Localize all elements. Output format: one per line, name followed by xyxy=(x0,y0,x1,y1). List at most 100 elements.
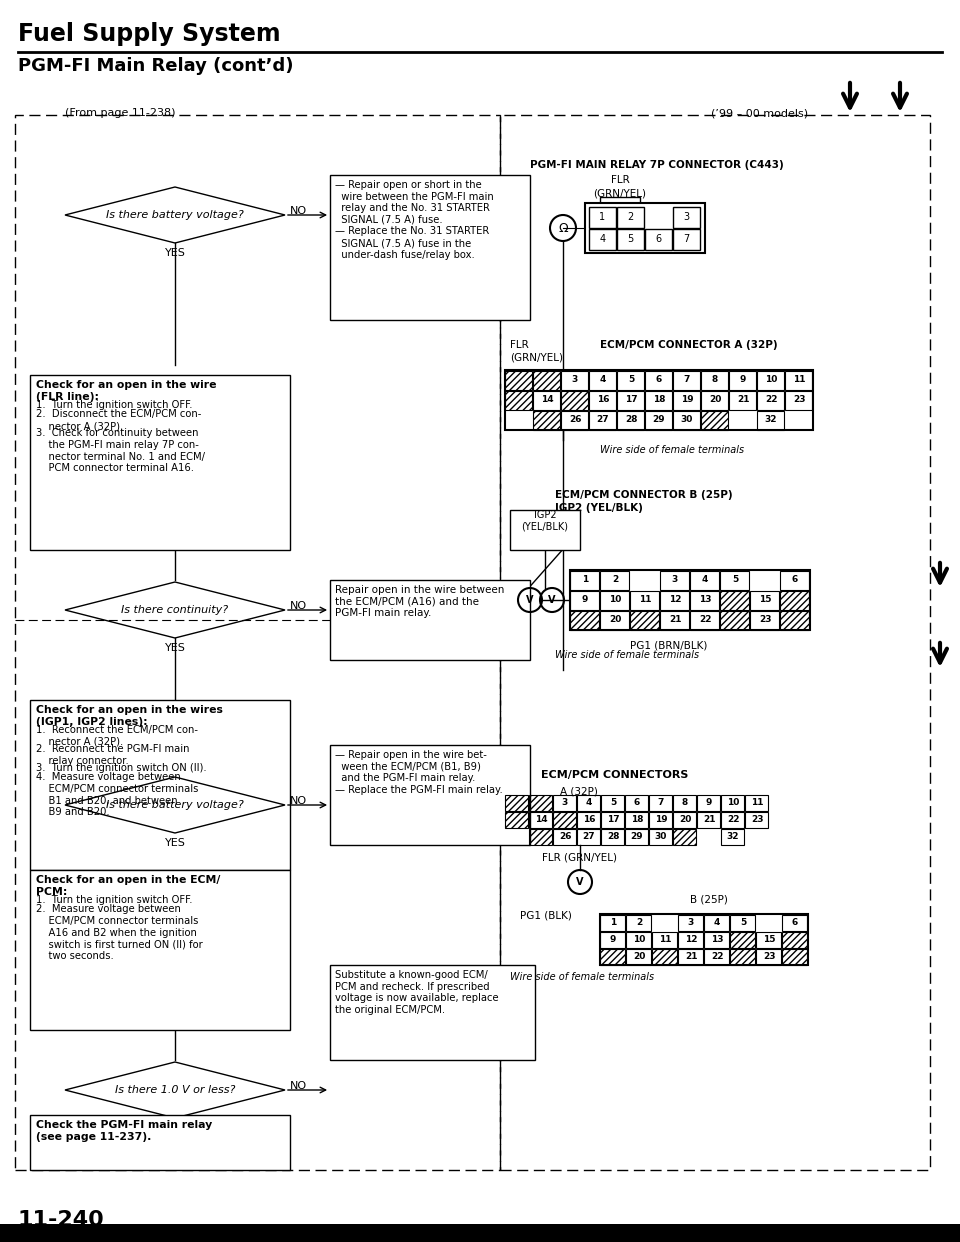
Bar xyxy=(553,795,576,811)
Text: Check for an open in the wire
(FLR line):: Check for an open in the wire (FLR line)… xyxy=(36,380,217,401)
Text: 2.  Measure voltage between
    ECM/PCM connector terminals
    A16 and B2 when : 2. Measure voltage between ECM/PCM conne… xyxy=(36,904,203,961)
Text: 3.  Check for continuity between
    the PGM-FI main relay 7P con-
    nector te: 3. Check for continuity between the PGM-… xyxy=(36,428,205,473)
Text: Check for an open in the ECM/
PCM:: Check for an open in the ECM/ PCM: xyxy=(36,876,221,897)
Bar xyxy=(757,411,784,430)
Bar xyxy=(701,411,728,430)
Bar xyxy=(600,932,625,948)
Text: ECM/PCM CONNECTOR B (25P): ECM/PCM CONNECTOR B (25P) xyxy=(555,491,732,501)
Bar xyxy=(730,949,755,965)
Bar xyxy=(30,700,290,869)
Bar xyxy=(729,391,756,410)
Bar xyxy=(600,915,625,932)
Bar xyxy=(649,795,672,811)
Text: — Repair open or short in the
  wire between the PGM-FI main
  relay and the No.: — Repair open or short in the wire betwe… xyxy=(335,180,493,260)
Bar xyxy=(780,591,809,610)
Text: 27: 27 xyxy=(583,832,595,841)
Bar xyxy=(645,391,672,410)
Text: 22: 22 xyxy=(727,815,739,823)
Bar xyxy=(757,391,784,410)
Bar xyxy=(617,411,644,430)
Text: 12: 12 xyxy=(684,935,697,944)
Text: Is there continuity?: Is there continuity? xyxy=(121,605,228,615)
Bar xyxy=(330,965,535,1059)
Bar xyxy=(729,371,756,390)
Text: Check for an open in the wires
(IGP1, IGP2 lines):: Check for an open in the wires (IGP1, IG… xyxy=(36,705,223,727)
Text: 4: 4 xyxy=(702,575,708,585)
Bar xyxy=(750,611,779,630)
Bar xyxy=(673,795,696,811)
Text: 27: 27 xyxy=(597,416,610,425)
Text: 3: 3 xyxy=(572,375,578,385)
Bar xyxy=(645,411,672,430)
Text: 32: 32 xyxy=(727,832,739,841)
Text: 14: 14 xyxy=(540,395,553,405)
Text: 22: 22 xyxy=(699,616,711,625)
Bar xyxy=(533,411,560,430)
Bar xyxy=(645,371,672,390)
Text: 23: 23 xyxy=(763,953,776,961)
Bar xyxy=(505,391,532,410)
Text: 18: 18 xyxy=(631,815,643,823)
Bar xyxy=(704,915,729,932)
Text: 28: 28 xyxy=(607,832,619,841)
Text: Wire side of female terminals: Wire side of female terminals xyxy=(510,972,654,982)
Bar xyxy=(782,932,807,948)
Bar xyxy=(553,828,576,845)
Text: 30: 30 xyxy=(655,832,667,841)
Bar xyxy=(630,611,659,630)
Text: 21: 21 xyxy=(684,953,697,961)
Text: 2: 2 xyxy=(628,212,634,222)
Text: 16: 16 xyxy=(583,815,595,823)
Text: 4: 4 xyxy=(600,375,606,385)
Text: 13: 13 xyxy=(710,935,723,944)
Bar xyxy=(570,591,599,610)
Text: 2: 2 xyxy=(612,575,618,585)
Bar xyxy=(561,391,588,410)
Bar xyxy=(529,795,552,811)
Bar xyxy=(529,812,552,828)
Text: 10: 10 xyxy=(633,935,645,944)
Text: Repair open in the wire between
the ECM/PCM (A16) and the
PGM-FI main relay.: Repair open in the wire between the ECM/… xyxy=(335,585,504,619)
Text: 20: 20 xyxy=(708,395,721,405)
Bar xyxy=(630,591,659,610)
Text: YES: YES xyxy=(164,643,185,653)
Bar xyxy=(589,411,616,430)
Text: 23: 23 xyxy=(793,395,805,405)
Bar xyxy=(780,611,809,630)
Bar xyxy=(529,828,552,845)
Bar xyxy=(600,914,808,965)
Text: 11-240: 11-240 xyxy=(18,1210,105,1230)
Text: 1: 1 xyxy=(582,575,588,585)
Bar xyxy=(721,795,744,811)
Text: 2: 2 xyxy=(636,918,642,927)
Text: Is there battery voltage?: Is there battery voltage? xyxy=(107,800,244,810)
Text: 4: 4 xyxy=(599,235,606,245)
Bar xyxy=(601,828,624,845)
Text: 22: 22 xyxy=(765,395,778,405)
Text: carmanualsonline.info: carmanualsonline.info xyxy=(700,1235,808,1242)
Bar xyxy=(701,391,728,410)
Text: B (25P): B (25P) xyxy=(690,895,728,905)
Bar xyxy=(626,915,651,932)
Bar xyxy=(533,391,560,410)
Text: Wire side of female terminals: Wire side of female terminals xyxy=(555,650,699,660)
Text: NO: NO xyxy=(290,1081,307,1090)
Bar xyxy=(505,370,813,430)
Text: Is there battery voltage?: Is there battery voltage? xyxy=(107,210,244,220)
Text: V: V xyxy=(526,595,534,605)
Text: 29: 29 xyxy=(653,416,665,425)
Bar xyxy=(30,869,290,1030)
Text: 9: 9 xyxy=(706,799,712,807)
Text: 4.  Measure voltage between
    ECM/PCM connector terminals
    B1 and B20, and : 4. Measure voltage between ECM/PCM conne… xyxy=(36,773,199,817)
Text: PGM-FI Main Relay (cont’d): PGM-FI Main Relay (cont’d) xyxy=(18,57,294,75)
Text: 11: 11 xyxy=(751,799,763,807)
Text: 11: 11 xyxy=(793,375,805,385)
Text: Wire side of female terminals: Wire side of female terminals xyxy=(600,445,744,455)
Text: Ω: Ω xyxy=(558,221,567,235)
Text: 1: 1 xyxy=(599,212,606,222)
Bar xyxy=(626,949,651,965)
Bar xyxy=(745,795,768,811)
Bar xyxy=(690,571,719,590)
Text: 20: 20 xyxy=(633,953,645,961)
Bar xyxy=(617,371,644,390)
